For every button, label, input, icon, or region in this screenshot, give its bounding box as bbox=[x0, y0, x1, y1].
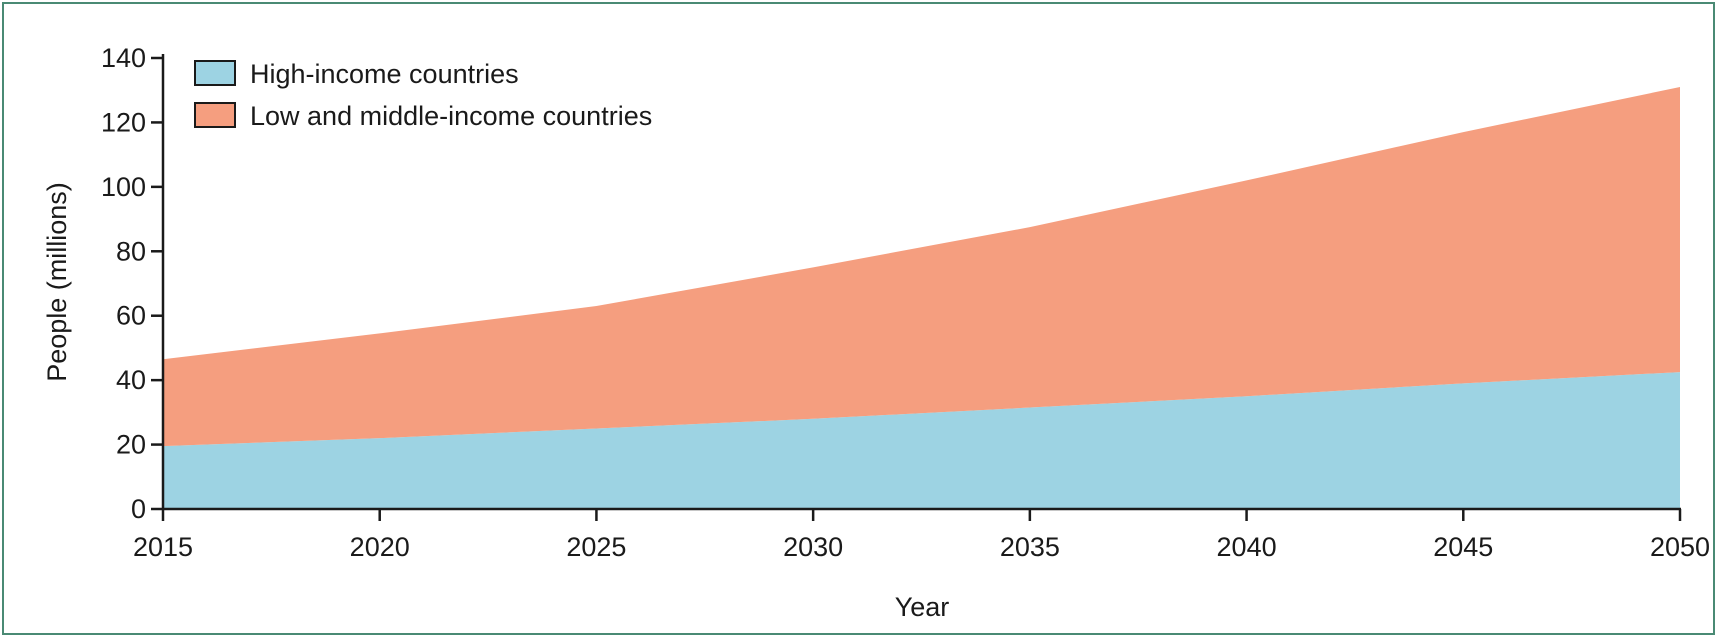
x-tick-label: 2035 bbox=[1000, 532, 1060, 562]
y-tick-label: 20 bbox=[116, 430, 146, 460]
x-tick-label: 2030 bbox=[783, 532, 843, 562]
x-tick-label: 2040 bbox=[1217, 532, 1277, 562]
y-tick-label: 80 bbox=[116, 236, 146, 266]
x-tick-label: 2020 bbox=[350, 532, 410, 562]
chart-legend: High-income countries Low and middle-inco… bbox=[194, 59, 652, 131]
y-tick-label: 60 bbox=[116, 301, 146, 331]
y-tick-label: 0 bbox=[131, 494, 146, 524]
chart-areas bbox=[163, 86, 1680, 509]
y-tick-label: 100 bbox=[101, 172, 146, 202]
x-tick-label: 2015 bbox=[133, 532, 193, 562]
y-tick-label: 140 bbox=[101, 43, 146, 73]
x-tick-label: 2050 bbox=[1650, 532, 1710, 562]
legend-swatch bbox=[194, 102, 236, 128]
y-tick-label: 40 bbox=[116, 365, 146, 395]
x-tick-label: 2045 bbox=[1433, 532, 1493, 562]
area-series-1 bbox=[163, 372, 1680, 509]
x-axis-title: Year bbox=[895, 592, 950, 622]
area-series-2 bbox=[163, 86, 1680, 447]
x-tick-label: 2025 bbox=[566, 532, 626, 562]
legend-label: Low and middle-income countries bbox=[250, 101, 652, 131]
y-axis-title: People (millions) bbox=[42, 182, 72, 382]
y-tick-label: 120 bbox=[101, 107, 146, 137]
legend-label: High-income countries bbox=[250, 59, 519, 89]
legend-swatch bbox=[194, 60, 236, 86]
